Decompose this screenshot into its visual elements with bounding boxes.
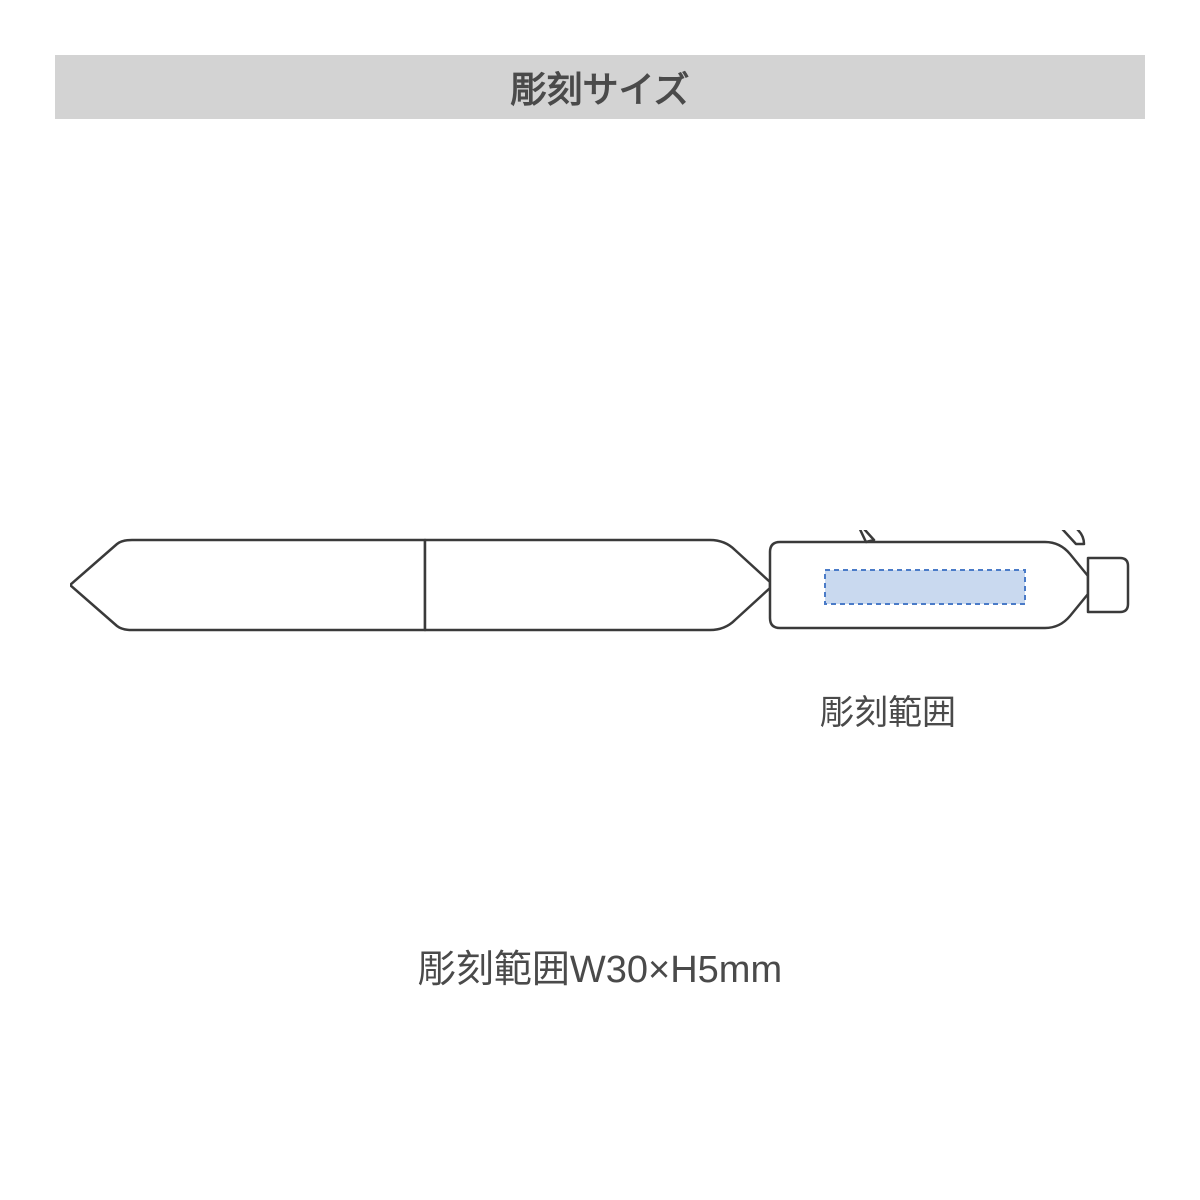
pen-cap <box>1088 558 1128 612</box>
pen-mid <box>425 540 770 630</box>
bottom-caption-text: 彫刻範囲W30×H5mm <box>418 949 782 991</box>
engraving-area-label: 彫刻範囲 <box>820 685 956 734</box>
engraving-area-label-text: 彫刻範囲 <box>820 685 956 734</box>
pen-tip <box>70 540 425 630</box>
engraving-area-box <box>825 570 1025 604</box>
pen-diagram <box>70 530 1130 670</box>
bottom-caption: 彫刻範囲W30×H5mm <box>0 938 1200 993</box>
header-bar: 彫刻サイズ <box>55 55 1145 119</box>
header-title: 彫刻サイズ <box>511 61 690 113</box>
pen-svg <box>70 530 1130 670</box>
